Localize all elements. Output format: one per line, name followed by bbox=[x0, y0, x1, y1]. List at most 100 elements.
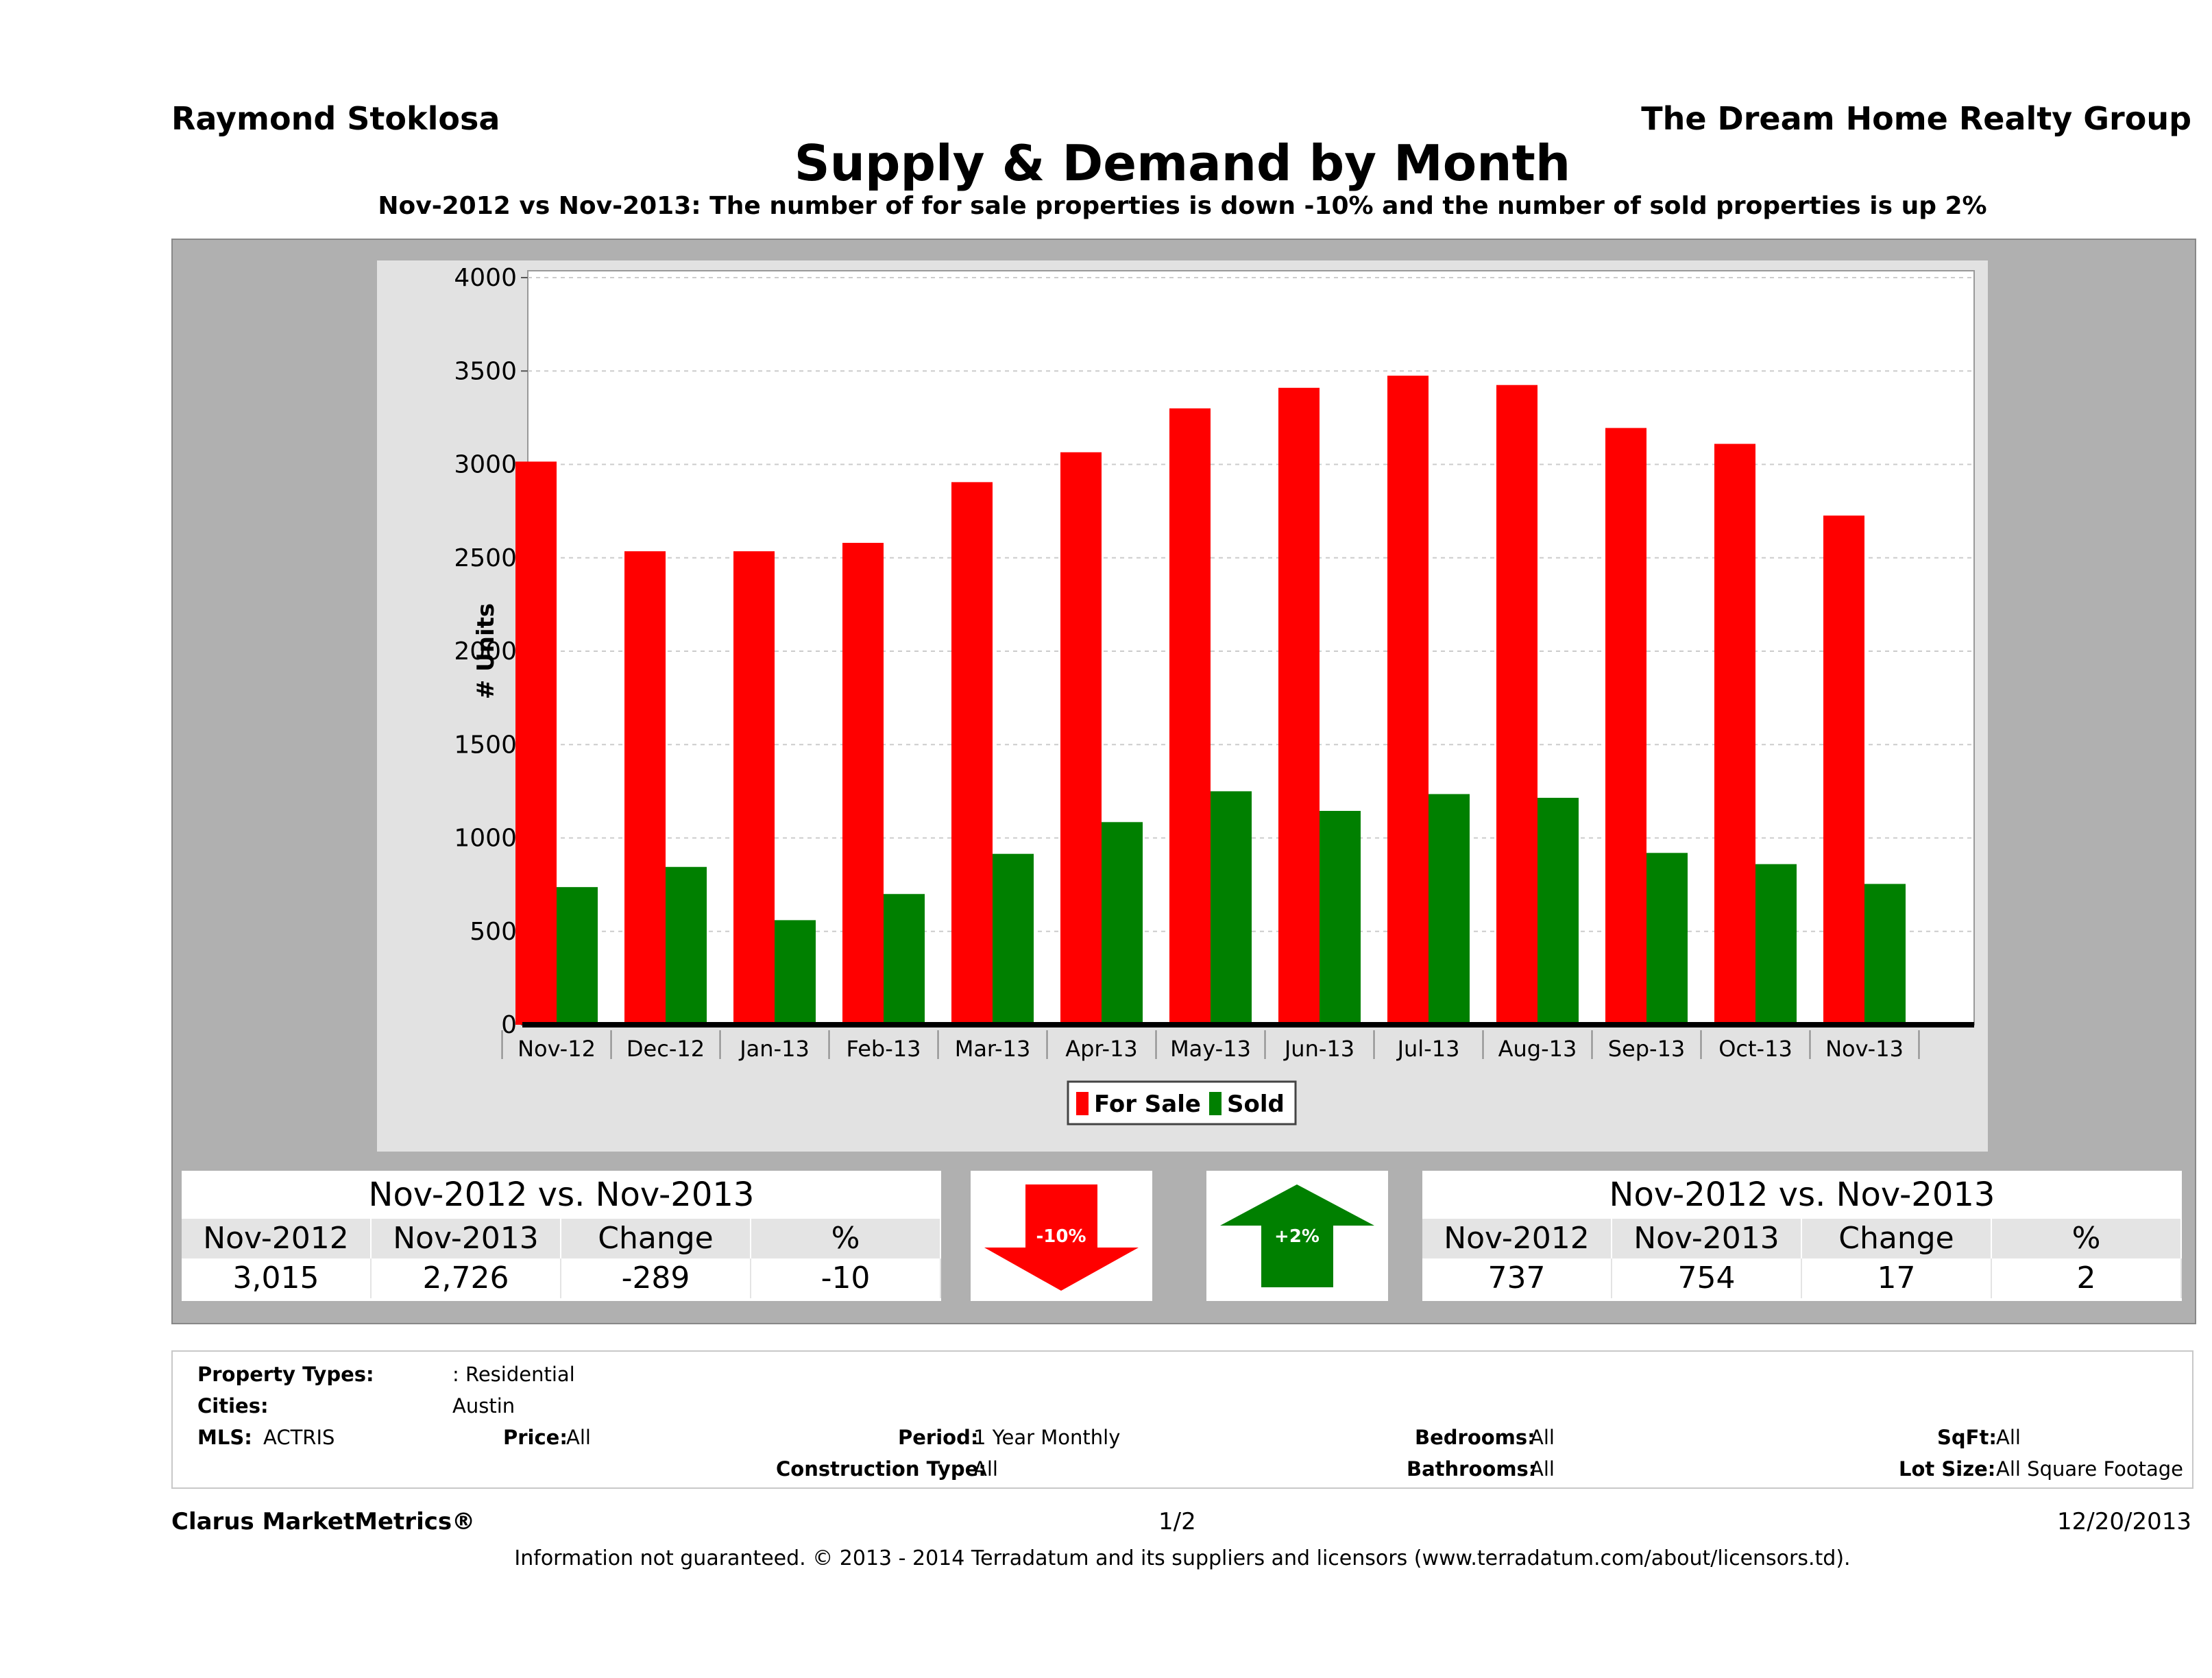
x-tick-label: Nov-12 bbox=[518, 1036, 596, 1062]
bar-sold bbox=[1102, 822, 1143, 1025]
agent-name: Raymond Stoklosa bbox=[171, 100, 500, 137]
table-cell: 3,015 bbox=[182, 1258, 372, 1298]
x-tick-label: Feb-13 bbox=[847, 1036, 921, 1062]
y-tick-label: 3000 bbox=[454, 451, 517, 479]
page-subtitle: Nov-2012 vs Nov-2013: The number of for … bbox=[378, 192, 1987, 220]
supply-demand-chart: 0 500 1000 1500 2000 2500 3000 3500 4000 Nov-12 D… bbox=[454, 264, 1975, 1126]
bar-sold bbox=[1429, 794, 1470, 1025]
table-cell: 17 bbox=[1802, 1258, 1992, 1298]
bar-sold bbox=[884, 894, 925, 1025]
table-header-cell: Nov-2012 bbox=[1422, 1219, 1612, 1258]
sold-change-indicator: +2% bbox=[1206, 1171, 1388, 1301]
x-axis-categories: Nov-12 Dec-12 Jan-13 Feb-13 Mar-13 Apr-13 May-… bbox=[501, 1030, 1920, 1062]
bar-for-sale bbox=[951, 482, 993, 1025]
footer-brand: Clarus MarketMetrics® bbox=[171, 1508, 476, 1535]
x-tick-label: May-13 bbox=[1170, 1036, 1251, 1062]
disclaimer: Information not guaranteed. © 2013 - 201… bbox=[514, 1546, 1851, 1570]
x-tick-label: Jul-13 bbox=[1396, 1036, 1460, 1062]
company-name: The Dream Home Realty Group bbox=[1641, 100, 2191, 137]
table-header-cell: % bbox=[1992, 1219, 2182, 1258]
table-header-cell: % bbox=[751, 1219, 941, 1258]
bar-for-sale bbox=[1496, 385, 1538, 1025]
up-arrow-icon: +2% bbox=[1220, 1184, 1374, 1287]
filter-value: All bbox=[1530, 1426, 1555, 1449]
y-tick-label: 1500 bbox=[454, 731, 517, 759]
bar-for-sale bbox=[1060, 452, 1102, 1025]
filter-label: Construction Type: bbox=[776, 1457, 986, 1481]
table-header-cell: Change bbox=[561, 1219, 751, 1258]
table-header-row: Nov-2012 Nov-2013 Change % bbox=[1422, 1219, 2182, 1258]
bar-for-sale bbox=[1605, 428, 1646, 1025]
legend-swatch-for-sale bbox=[1076, 1092, 1089, 1115]
legend-label-sold: Sold bbox=[1227, 1091, 1285, 1118]
y-axis-ticks: 0 500 1000 1500 2000 2500 3000 3500 4000 bbox=[454, 264, 528, 1039]
legend-swatch-sold bbox=[1209, 1092, 1222, 1115]
filter-label: Cities: bbox=[197, 1394, 269, 1418]
table-header-cell: Nov-2012 bbox=[182, 1219, 372, 1258]
bar-sold bbox=[1211, 791, 1252, 1025]
bar-for-sale bbox=[733, 551, 775, 1025]
table-row: 3,015 2,726 -289 -10 bbox=[182, 1258, 941, 1298]
table-row: 737 754 17 2 bbox=[1422, 1258, 2182, 1298]
bar-for-sale bbox=[1714, 443, 1755, 1025]
table-header-row: Nov-2012 Nov-2013 Change % bbox=[182, 1219, 941, 1258]
up-arrow-shape bbox=[1220, 1184, 1374, 1287]
bar-for-sale bbox=[515, 461, 557, 1025]
filter-value: All bbox=[973, 1457, 998, 1481]
filter-label: Property Types: bbox=[197, 1363, 374, 1386]
legend: For Sale Sold bbox=[1067, 1080, 1297, 1126]
filter-label: Bedrooms: bbox=[1415, 1426, 1535, 1449]
filter-value: ACTRIS bbox=[263, 1426, 335, 1449]
bar-for-sale bbox=[1823, 515, 1864, 1025]
page-number: 1/2 bbox=[1158, 1508, 1196, 1535]
filter-label: Lot Size: bbox=[1899, 1457, 1996, 1481]
bar-sold bbox=[1320, 810, 1361, 1025]
x-tick-label: Nov-13 bbox=[1825, 1036, 1904, 1062]
y-tick-label: 0 bbox=[501, 1011, 517, 1039]
legend-box bbox=[1067, 1080, 1297, 1126]
filter-label: SqFt: bbox=[1937, 1426, 1997, 1449]
y-tick-label: 2000 bbox=[454, 637, 517, 666]
bar-sold bbox=[775, 920, 816, 1025]
table-header-cell: Change bbox=[1802, 1219, 1992, 1258]
x-tick-label: Aug-13 bbox=[1498, 1036, 1577, 1062]
x-tick-label: Dec-12 bbox=[627, 1036, 705, 1062]
y-tick-label: 500 bbox=[470, 918, 517, 946]
filter-value: 1 Year Monthly bbox=[973, 1426, 1121, 1449]
filter-label: Period: bbox=[898, 1426, 979, 1449]
table-cell: -10 bbox=[751, 1258, 941, 1298]
table-cell: -289 bbox=[561, 1258, 751, 1298]
bar-for-sale bbox=[1387, 376, 1429, 1025]
bar-sold bbox=[1646, 853, 1688, 1025]
filter-value: All Square Footage bbox=[1996, 1457, 2184, 1481]
y-tick-label: 4000 bbox=[454, 264, 517, 292]
x-tick-label: Sep-13 bbox=[1608, 1036, 1686, 1062]
filter-value: All bbox=[1996, 1426, 2021, 1449]
filter-value: All bbox=[566, 1426, 591, 1449]
bar-for-sale bbox=[1278, 387, 1320, 1025]
table-cell: 737 bbox=[1422, 1258, 1612, 1298]
table-cell: 2,726 bbox=[372, 1258, 561, 1298]
report-date: 12/20/2013 bbox=[2057, 1508, 2191, 1535]
down-arrow-shape bbox=[984, 1184, 1139, 1291]
table-title: Nov-2012 vs. Nov-2013 bbox=[368, 1176, 755, 1214]
bar-sold bbox=[557, 887, 598, 1025]
table-header-cell: Nov-2013 bbox=[1612, 1219, 1802, 1258]
filter-value: Austin bbox=[452, 1394, 515, 1418]
filter-label: Price: bbox=[503, 1426, 568, 1449]
x-tick-label: Jan-13 bbox=[738, 1036, 810, 1062]
y-tick-label: 3500 bbox=[454, 357, 517, 385]
y-axis-label: # Units bbox=[472, 603, 500, 699]
bar-sold bbox=[1864, 884, 1906, 1025]
down-arrow-icon: -10% bbox=[984, 1184, 1139, 1291]
bar-for-sale bbox=[842, 542, 884, 1025]
sold-comparison-table: Nov-2012 vs. Nov-2013 Nov-2012 Nov-2013 … bbox=[1422, 1171, 2182, 1301]
x-tick-label: Mar-13 bbox=[955, 1036, 1031, 1062]
bar-sold bbox=[1755, 864, 1797, 1025]
filter-label: Bathrooms: bbox=[1407, 1457, 1537, 1481]
bar-sold bbox=[993, 853, 1034, 1025]
bar-for-sale bbox=[624, 551, 666, 1025]
up-arrow-label: +2% bbox=[1274, 1226, 1320, 1247]
bars bbox=[515, 376, 1906, 1025]
filter-label: MLS: bbox=[197, 1426, 252, 1449]
